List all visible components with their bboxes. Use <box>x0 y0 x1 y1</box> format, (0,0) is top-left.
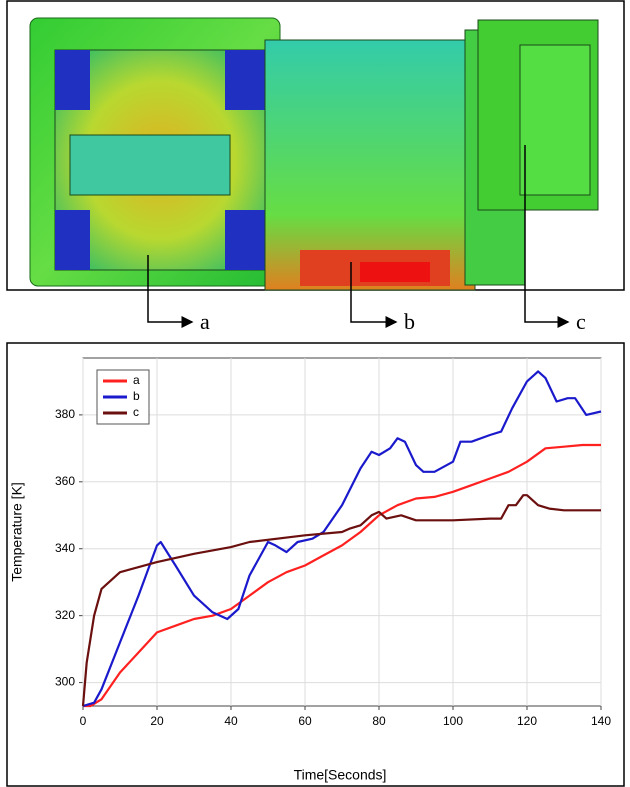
figure: a b c 300 320 340 360 380 0 20 40 60 80 100 120 140 a… <box>0 0 630 787</box>
y-tick-label: 320 <box>55 608 75 622</box>
y-axis-title: Temperature [K] <box>9 482 25 582</box>
y-tick-label: 380 <box>55 407 75 421</box>
callout-label: a <box>200 309 210 334</box>
x-tick-label: 80 <box>372 714 386 728</box>
x-tick-label: 120 <box>517 714 537 728</box>
simulation-image <box>30 18 598 290</box>
x-axis-title: Time[Seconds] <box>294 767 387 783</box>
canvas: a b c 300 320 340 360 380 0 20 40 60 80 100 120 140 a… <box>0 0 630 787</box>
callout-label: c <box>576 309 586 334</box>
legend-label: b <box>133 389 140 403</box>
callout-label: b <box>404 309 415 334</box>
x-tick-label: 60 <box>298 714 312 728</box>
y-tick-label: 340 <box>55 541 75 555</box>
chart: 300 320 340 360 380 0 20 40 60 80 100 120 140 abc <box>55 358 611 728</box>
x-tick-label: 140 <box>591 714 611 728</box>
x-tick-label: 40 <box>224 714 238 728</box>
y-tick-label: 360 <box>55 474 75 488</box>
x-tick-label: 20 <box>150 714 164 728</box>
x-tick-label: 0 <box>80 714 87 728</box>
legend-label: c <box>133 405 139 419</box>
legend-label: a <box>133 373 140 387</box>
y-tick-label: 300 <box>55 675 75 689</box>
x-tick-label: 100 <box>443 714 463 728</box>
